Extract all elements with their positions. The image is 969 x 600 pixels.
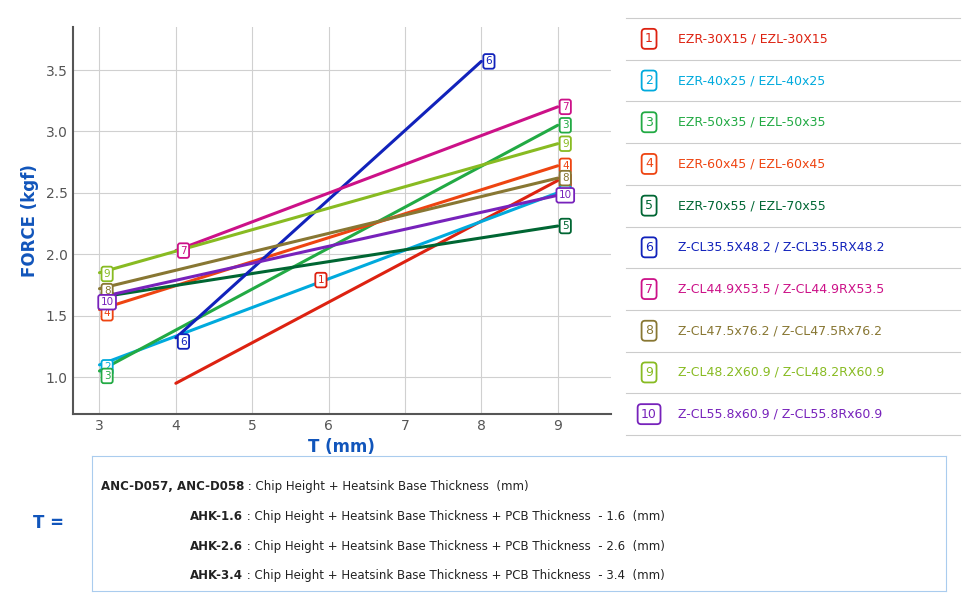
- Text: 6: 6: [485, 56, 491, 67]
- Text: 10: 10: [101, 297, 113, 307]
- Text: AHK-2.6: AHK-2.6: [190, 540, 243, 553]
- Text: 3: 3: [104, 371, 110, 381]
- Y-axis label: FORCE (kgf): FORCE (kgf): [21, 164, 39, 277]
- Text: 4: 4: [561, 161, 568, 171]
- Text: 9: 9: [561, 139, 568, 149]
- Text: 1: 1: [561, 176, 568, 185]
- Text: : Chip Height + Heatsink Base Thickness  (mm): : Chip Height + Heatsink Base Thickness …: [244, 480, 528, 493]
- Text: EZR-70x55 / EZL-70x55: EZR-70x55 / EZL-70x55: [676, 199, 825, 212]
- Text: : Chip Height + Heatsink Base Thickness + PCB Thickness  - 3.4  (mm): : Chip Height + Heatsink Base Thickness …: [243, 569, 665, 583]
- Text: 7: 7: [644, 283, 652, 296]
- Text: 1: 1: [644, 32, 652, 46]
- Text: 9: 9: [644, 366, 652, 379]
- Text: 5: 5: [644, 199, 652, 212]
- Text: 8: 8: [644, 324, 652, 337]
- Text: 2: 2: [644, 74, 652, 87]
- Text: 4: 4: [104, 308, 110, 318]
- Text: 3: 3: [561, 120, 568, 130]
- Text: 8: 8: [104, 286, 110, 296]
- Text: 5: 5: [561, 221, 568, 231]
- Text: Z-CL55.8x60.9 / Z-CL55.8Rx60.9: Z-CL55.8x60.9 / Z-CL55.8Rx60.9: [676, 407, 881, 421]
- Text: 6: 6: [180, 337, 187, 347]
- Text: 2: 2: [561, 188, 568, 198]
- Text: EZR-50x35 / EZL-50x35: EZR-50x35 / EZL-50x35: [676, 116, 825, 129]
- Text: 9: 9: [104, 269, 110, 279]
- Text: 7: 7: [180, 245, 187, 256]
- Text: 2: 2: [104, 362, 110, 373]
- X-axis label: T (mm): T (mm): [308, 439, 375, 457]
- Text: 3: 3: [644, 116, 652, 129]
- Text: EZR-60x45 / EZL-60x45: EZR-60x45 / EZL-60x45: [676, 157, 824, 170]
- Text: Z-CL47.5x76.2 / Z-CL47.5Rx76.2: Z-CL47.5x76.2 / Z-CL47.5Rx76.2: [676, 324, 881, 337]
- Text: 8: 8: [561, 173, 568, 183]
- Text: EZR-40x25 / EZL-40x25: EZR-40x25 / EZL-40x25: [676, 74, 824, 87]
- Text: 10: 10: [558, 190, 572, 200]
- Text: 1: 1: [317, 275, 324, 285]
- Text: 10: 10: [641, 407, 656, 421]
- Text: T =: T =: [33, 514, 64, 532]
- Text: : Chip Height + Heatsink Base Thickness + PCB Thickness  - 1.6  (mm): : Chip Height + Heatsink Base Thickness …: [243, 510, 665, 523]
- Text: : Chip Height + Heatsink Base Thickness + PCB Thickness  - 2.6  (mm): : Chip Height + Heatsink Base Thickness …: [243, 540, 665, 553]
- Text: 6: 6: [644, 241, 652, 254]
- Text: ANC-D057, ANC-D058: ANC-D057, ANC-D058: [101, 480, 244, 493]
- Text: Z-CL48.2X60.9 / Z-CL48.2RX60.9: Z-CL48.2X60.9 / Z-CL48.2RX60.9: [676, 366, 883, 379]
- Text: Z-CL35.5X48.2 / Z-CL35.5RX48.2: Z-CL35.5X48.2 / Z-CL35.5RX48.2: [676, 241, 883, 254]
- Text: EZR-30X15 / EZL-30X15: EZR-30X15 / EZL-30X15: [676, 32, 827, 46]
- Text: AHK-3.4: AHK-3.4: [190, 569, 243, 583]
- Text: Z-CL44.9X53.5 / Z-CL44.9RX53.5: Z-CL44.9X53.5 / Z-CL44.9RX53.5: [676, 283, 883, 296]
- Text: 4: 4: [644, 157, 652, 170]
- Text: AHK-1.6: AHK-1.6: [190, 510, 243, 523]
- Text: 7: 7: [561, 102, 568, 112]
- Text: 5: 5: [104, 293, 110, 304]
